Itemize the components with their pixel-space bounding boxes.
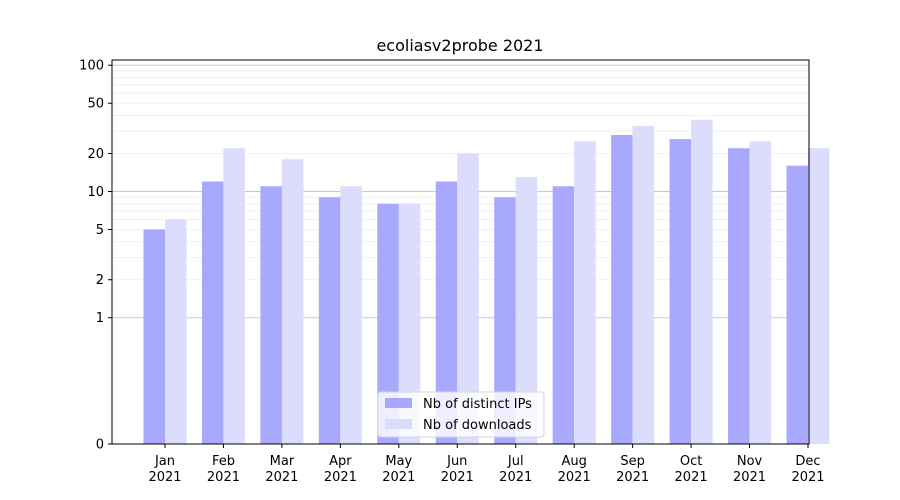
bar-downloads <box>808 148 830 444</box>
legend: Nb of distinct IPs Nb of downloads <box>377 391 545 438</box>
y-tick-label: 100 <box>79 59 104 74</box>
x-tick-label-month: Dec <box>795 454 820 469</box>
bar-distinct-ips <box>494 197 516 444</box>
bar-distinct-ips <box>260 186 282 445</box>
x-tick-label-year: 2021 <box>265 470 298 485</box>
x-tick-label-year: 2021 <box>616 470 649 485</box>
bar-downloads <box>165 219 187 444</box>
bar-distinct-ips <box>318 197 341 444</box>
bar-distinct-ips <box>611 135 633 444</box>
bar-downloads <box>749 141 772 444</box>
x-tick-label-year: 2021 <box>675 470 708 485</box>
y-tick-label: 10 <box>87 185 104 200</box>
bars <box>143 119 830 445</box>
y-tick-label: 1 <box>96 311 104 326</box>
bar-downloads <box>457 153 479 444</box>
x-tick-label-month: May <box>385 454 412 469</box>
x-tick-label-year: 2021 <box>499 470 532 485</box>
chart-title: ecoliasv2probe 2021 <box>376 36 543 55</box>
x-tick-label-month: Nov <box>737 454 763 469</box>
bar-distinct-ips <box>669 139 692 444</box>
y-tick-label: 0 <box>96 438 104 453</box>
bar-downloads <box>574 141 596 444</box>
bar-distinct-ips <box>728 148 750 444</box>
legend-label: Nb of downloads <box>423 418 532 433</box>
bar-distinct-ips <box>786 165 808 444</box>
plot-frame <box>111 59 810 445</box>
bar-downloads <box>691 119 713 445</box>
bar-distinct-ips <box>435 181 458 444</box>
legend-swatch <box>385 398 412 408</box>
bar-distinct-ips <box>552 186 575 445</box>
bar-distinct-ips <box>377 203 399 444</box>
x-tick-label-year: 2021 <box>441 470 474 485</box>
bar-distinct-ips <box>143 229 165 444</box>
legend-label: Nb of distinct IPs <box>423 397 532 412</box>
x-axis: Jan2021Feb2021Mar2021Apr2021May2021Jun20… <box>148 444 825 485</box>
x-tick-label-year: 2021 <box>324 470 357 485</box>
x-tick-label-month: Feb <box>212 454 235 469</box>
legend-swatch <box>385 419 412 429</box>
x-tick-label-month: Jan <box>154 454 175 469</box>
y-tick-label: 50 <box>87 97 104 112</box>
bar-downloads <box>281 159 304 445</box>
bar-downloads <box>223 148 245 444</box>
x-tick-label-year: 2021 <box>382 470 415 485</box>
y-axis: 0 1 2 5 10 20 50 100 <box>79 59 112 453</box>
bar-downloads <box>340 186 362 445</box>
x-tick-label-month: Sep <box>620 454 645 469</box>
legend-box <box>377 391 545 438</box>
y-tick-label: 5 <box>96 223 104 238</box>
x-tick-label-year: 2021 <box>791 470 824 485</box>
x-tick-label-year: 2021 <box>558 470 591 485</box>
x-tick-label-year: 2021 <box>207 470 240 485</box>
x-tick-label-month: Jul <box>507 454 524 469</box>
bar-downloads <box>515 177 538 445</box>
x-tick-label-month: Aug <box>561 454 586 469</box>
x-tick-label-month: Oct <box>680 454 702 469</box>
x-tick-label-year: 2021 <box>148 470 181 485</box>
x-tick-label-month: Mar <box>270 454 295 469</box>
y-tick-label: 2 <box>96 273 104 288</box>
x-tick-label-month: Jun <box>446 454 467 469</box>
bar-distinct-ips <box>201 181 224 444</box>
bar-downloads <box>398 203 421 444</box>
bar-downloads <box>632 126 655 444</box>
y-tick-label: 20 <box>87 147 104 162</box>
x-tick-label-year: 2021 <box>733 470 766 485</box>
x-tick-label-month: Apr <box>329 454 352 469</box>
